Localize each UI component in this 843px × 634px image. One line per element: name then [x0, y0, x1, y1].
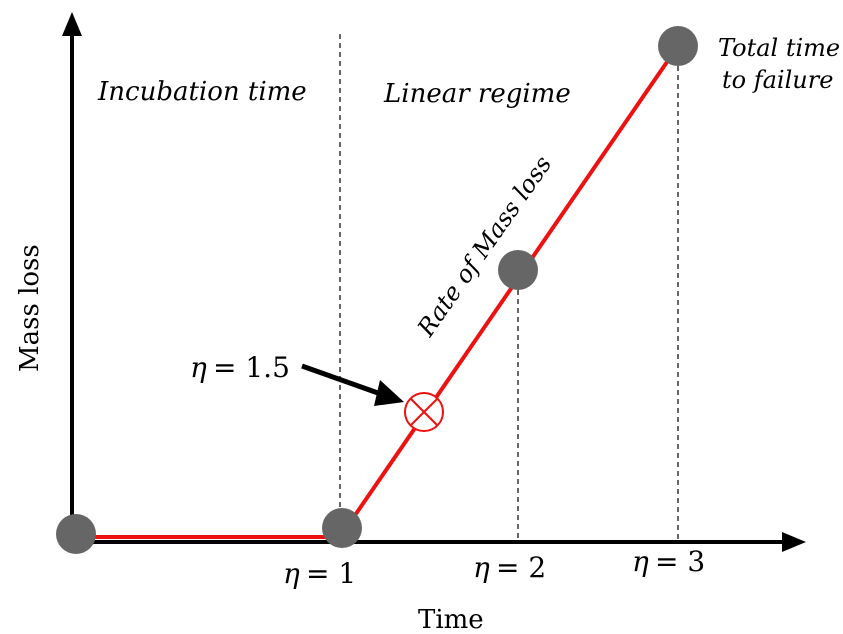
marker-cross-b [410, 398, 438, 426]
eta-symbol: η [190, 351, 207, 384]
region-linear: Linear regime [383, 79, 571, 109]
y-axis-arrowhead [62, 12, 82, 36]
y-axis-label: Mass loss [15, 244, 45, 372]
point-origin [56, 514, 96, 554]
marker-pointer-arrow [301, 363, 393, 401]
eta-symbol: η [632, 545, 649, 578]
marker-value-label: = 1.5 [213, 351, 290, 384]
marker-eta-1.5 [404, 392, 444, 432]
point-eta-3 [658, 26, 698, 66]
slope-label: Rate of Mass loss [411, 151, 557, 343]
point-eta-1 [322, 508, 362, 548]
mass-loss-curve [76, 44, 680, 539]
region-incubation: Incubation time [97, 77, 307, 107]
marker-pointer-arrowhead [374, 380, 404, 406]
point-eta-2 [498, 250, 538, 290]
eta-tick-2: η = 2 [473, 551, 546, 584]
eta-tick-label: = 3 [655, 545, 705, 578]
x-axis-label: Time [418, 605, 484, 634]
marker-label: η = 1.5 [190, 351, 290, 384]
eta-tick-3: η = 3 [632, 545, 705, 578]
region-total-line2: to failure [722, 66, 833, 94]
region-total-line1: Total time [718, 34, 840, 62]
eta-symbol: η [283, 557, 300, 590]
x-axis-arrowhead [782, 532, 806, 552]
eta-tick-1: η = 1 [283, 557, 356, 590]
eta-tick-label: = 2 [496, 551, 546, 584]
eta-tick-label: = 1 [306, 557, 356, 590]
eta-symbol: η [473, 551, 490, 584]
